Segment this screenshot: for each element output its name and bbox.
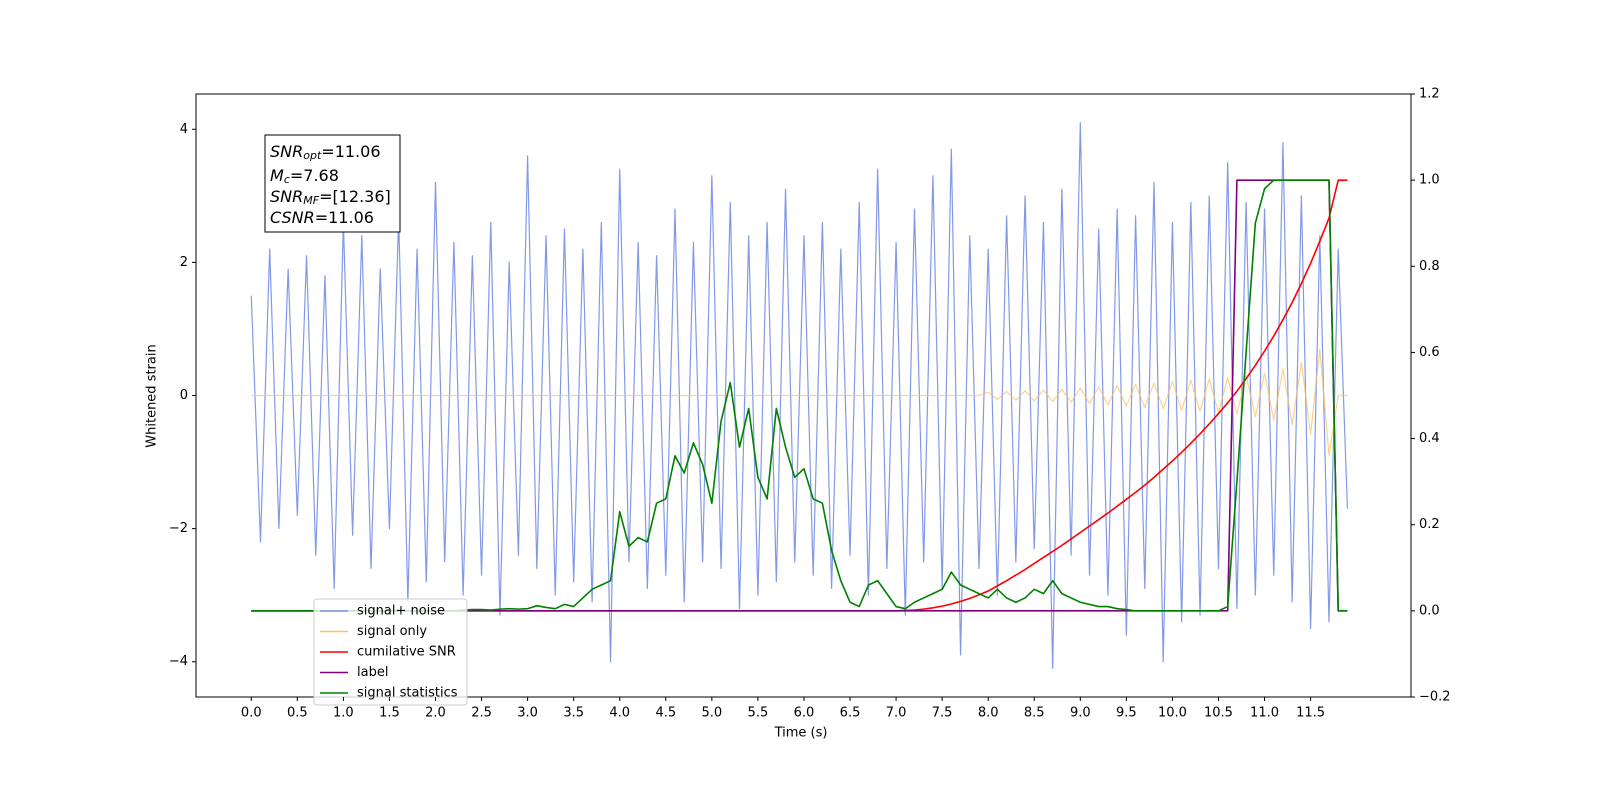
annotation-value: =11.06 <box>321 142 380 161</box>
legend-box <box>313 598 468 706</box>
x-tick-label: 5.0 <box>702 706 723 721</box>
y-tick-label: 4 <box>180 122 188 137</box>
x-tick-label: 0.5 <box>287 706 308 721</box>
annotation-line: SNRopt=11.06 <box>270 142 381 163</box>
x-tick-label: 5.5 <box>748 706 769 721</box>
annotation: SNRopt=11.06Mc=7.68SNRMF=[12.36]CSNR=11.… <box>264 134 401 233</box>
x-tick-label: 0.0 <box>241 706 262 721</box>
y2-tick-label: 0.2 <box>1419 517 1440 532</box>
annotation-line: SNRMF=[12.36] <box>270 187 391 208</box>
x-tick-label: 7.0 <box>886 706 907 721</box>
legend-label: cumilative SNR <box>357 645 456 660</box>
annotation-symbol: CSNR <box>270 208 315 227</box>
y-axis-label: Whitened strain <box>145 344 160 447</box>
x-tick-label: 8.5 <box>1024 706 1045 721</box>
y2-tick-label: 0.6 <box>1419 345 1440 360</box>
y-tick-label: −2 <box>169 521 188 536</box>
legend-label: signal only <box>357 624 427 639</box>
y2-tick-label: 0.8 <box>1419 259 1440 274</box>
legend-label: signal statistics <box>357 686 458 701</box>
y2-tick-label: 0.0 <box>1419 603 1440 618</box>
series-line <box>251 348 1348 456</box>
legend: signal+ noise signal only cumilative SNR la… <box>313 598 468 706</box>
annotation-line: Mc=7.68 <box>270 166 339 187</box>
annotation-subscript: MF <box>303 194 319 207</box>
x-tick-label: 4.5 <box>655 706 676 721</box>
annotation-box <box>264 134 401 233</box>
x-tick-label: 10.0 <box>1158 706 1187 721</box>
x-tick-label: 6.5 <box>840 706 861 721</box>
x-tick-label: 3.0 <box>517 706 538 721</box>
y2-tick-label: −0.2 <box>1419 690 1451 705</box>
x-tick-label: 8.0 <box>978 706 999 721</box>
y-tick-label: 0 <box>180 388 188 403</box>
annotation-line: CSNR=11.06 <box>270 208 374 227</box>
annotation-subscript: opt <box>303 149 322 162</box>
y2-tick-label: 1.0 <box>1419 173 1440 188</box>
annotation-value: =11.06 <box>315 208 374 227</box>
annotation-value: =7.68 <box>290 166 339 185</box>
annotation-value: =[12.36] <box>319 187 391 206</box>
series-line <box>250 122 1349 669</box>
legend-label: label <box>357 665 388 680</box>
x-tick-label: 9.0 <box>1070 706 1091 721</box>
annotation-symbol: M <box>270 166 284 185</box>
x-tick-label: 1.0 <box>333 706 354 721</box>
x-tick-label: 2.5 <box>471 706 492 721</box>
x-tick-label: 2.0 <box>425 706 446 721</box>
x-tick-label: 11.0 <box>1250 706 1279 721</box>
x-tick-label: 9.5 <box>1116 706 1137 721</box>
x-tick-label: 11.5 <box>1296 706 1325 721</box>
y2-tick-label: 1.2 <box>1419 87 1440 102</box>
x-tick-label: 4.0 <box>609 706 630 721</box>
x-tick-label: 7.5 <box>932 706 953 721</box>
y-tick-label: −4 <box>169 654 188 669</box>
y2-tick-label: 0.4 <box>1419 431 1440 446</box>
x-tick-label: 10.5 <box>1204 706 1233 721</box>
annotation-symbol: SNR <box>270 142 303 161</box>
x-tick-label: 6.0 <box>794 706 815 721</box>
annotation-symbol: SNR <box>270 187 303 206</box>
x-tick-label: 3.5 <box>563 706 584 721</box>
x-tick-label: 1.5 <box>379 706 400 721</box>
legend-label: signal+ noise <box>357 604 445 619</box>
x-axis-label: Time (s) <box>774 726 828 741</box>
y-tick-label: 2 <box>180 255 188 270</box>
annotation-subscript: c <box>284 173 290 186</box>
